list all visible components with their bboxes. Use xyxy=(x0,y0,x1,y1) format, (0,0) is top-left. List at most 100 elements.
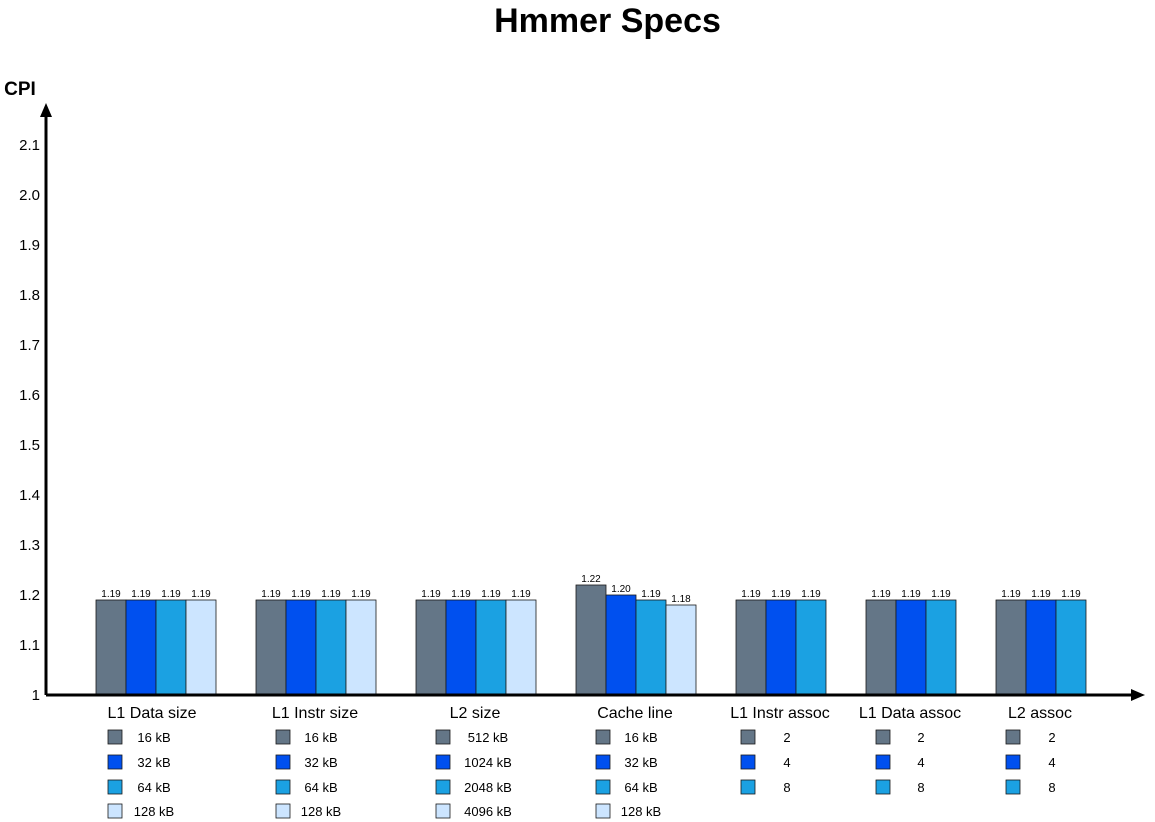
bar xyxy=(125,599,157,696)
data-label: 1.19 xyxy=(1001,589,1021,600)
x-axis-arrow xyxy=(1131,689,1145,701)
data-label: 1.19 xyxy=(261,589,281,600)
legend-swatch xyxy=(595,779,611,795)
legend-swatch xyxy=(107,779,123,795)
legend-label: 4 xyxy=(1048,755,1055,770)
legend-swatch xyxy=(107,729,123,745)
legend-label: 2048 kB xyxy=(464,780,512,795)
bar xyxy=(665,604,697,696)
bar xyxy=(605,594,637,696)
data-label: 1.19 xyxy=(741,589,761,600)
data-label: 1.19 xyxy=(1061,589,1081,600)
legend-label: 32 kB xyxy=(304,755,337,770)
legend-swatch xyxy=(875,729,891,745)
bar xyxy=(1025,599,1057,696)
bar xyxy=(505,599,537,696)
bar xyxy=(415,599,447,696)
y-tick-label: 1.9 xyxy=(19,237,40,254)
y-tick-label: 2.1 xyxy=(19,137,40,154)
legend-swatch xyxy=(875,754,891,770)
legend-label: 2 xyxy=(1048,730,1055,745)
legend-swatch xyxy=(275,779,291,795)
legend-label: 8 xyxy=(1048,780,1055,795)
y-axis-arrow xyxy=(40,103,52,117)
legend-label: 128 kB xyxy=(134,804,174,819)
category-label: L2 size xyxy=(450,705,501,722)
data-label: 1.19 xyxy=(131,589,151,600)
legend-label: 4 xyxy=(783,755,790,770)
bar xyxy=(255,599,287,696)
bar xyxy=(1055,599,1087,696)
data-label: 1.19 xyxy=(291,589,311,600)
category-label: L1 Instr assoc xyxy=(730,705,830,722)
data-label: 1.19 xyxy=(871,589,891,600)
category-label: L2 assoc xyxy=(1008,705,1072,722)
legend-swatch xyxy=(595,803,611,819)
category-label: L1 Instr size xyxy=(272,705,358,722)
legend-swatch xyxy=(1005,729,1021,745)
legend-swatch xyxy=(740,779,756,795)
legend-label: 64 kB xyxy=(137,780,170,795)
bar xyxy=(865,599,897,696)
category-label: L1 Data assoc xyxy=(859,705,961,722)
y-tick-label: 1.4 xyxy=(19,487,40,504)
bar xyxy=(315,599,347,696)
legend-label: 64 kB xyxy=(304,780,337,795)
y-tick-label: 1.8 xyxy=(19,287,40,304)
legend-swatch xyxy=(1005,779,1021,795)
data-label: 1.19 xyxy=(191,589,211,600)
legend-swatch xyxy=(595,729,611,745)
data-label: 1.22 xyxy=(581,574,601,585)
bar xyxy=(475,599,507,696)
bar xyxy=(345,599,377,696)
data-label: 1.19 xyxy=(451,589,471,600)
category-label: L1 Data size xyxy=(108,705,197,722)
bar xyxy=(635,599,667,696)
data-label: 1.19 xyxy=(321,589,341,600)
data-label: 1.19 xyxy=(901,589,921,600)
data-label: 1.19 xyxy=(421,589,441,600)
y-tick-label: 1.7 xyxy=(19,337,40,354)
y-tick-label: 1.5 xyxy=(19,437,40,454)
legend-swatch xyxy=(875,779,891,795)
legend-label: 2 xyxy=(783,730,790,745)
data-label: 1.19 xyxy=(511,589,531,600)
legend-swatch xyxy=(107,803,123,819)
legend-swatch xyxy=(435,754,451,770)
y-tick-label: 1.1 xyxy=(19,637,40,654)
bar xyxy=(95,599,127,696)
data-label: 1.20 xyxy=(611,584,631,595)
bar xyxy=(575,584,607,696)
bar xyxy=(155,599,187,696)
legend-swatch xyxy=(595,754,611,770)
bar xyxy=(445,599,477,696)
data-label: 1.19 xyxy=(101,589,121,600)
legend-swatch xyxy=(275,729,291,745)
data-label: 1.19 xyxy=(351,589,371,600)
legend-swatch xyxy=(275,803,291,819)
bar xyxy=(735,599,767,696)
legend-label: 2 xyxy=(917,730,924,745)
data-label: 1.19 xyxy=(161,589,181,600)
bar xyxy=(925,599,957,696)
data-label: 1.19 xyxy=(1031,589,1051,600)
legend-label: 16 kB xyxy=(624,730,657,745)
data-label: 1.18 xyxy=(671,594,691,605)
bar xyxy=(795,599,827,696)
y-tick-label: 2.0 xyxy=(19,187,40,204)
legend-label: 64 kB xyxy=(624,780,657,795)
y-axis-title: CPI xyxy=(4,79,36,100)
legend-label: 8 xyxy=(783,780,790,795)
legend-label: 1024 kB xyxy=(464,755,512,770)
category-label: Cache line xyxy=(597,705,673,722)
data-label: 1.19 xyxy=(801,589,821,600)
bar xyxy=(765,599,797,696)
bar xyxy=(285,599,317,696)
legend-label: 4 xyxy=(917,755,924,770)
chart-title: Hmmer Specs xyxy=(494,2,721,40)
legend-swatch xyxy=(435,779,451,795)
bar xyxy=(995,599,1027,696)
legend-swatch xyxy=(107,754,123,770)
y-tick-label: 1 xyxy=(32,687,40,704)
